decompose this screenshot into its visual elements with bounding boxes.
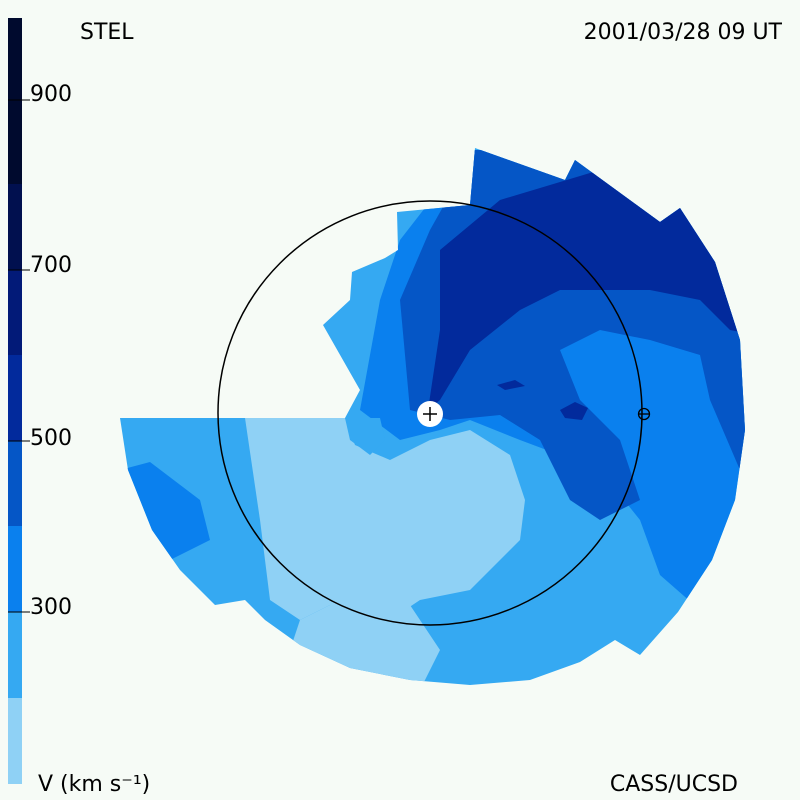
colorbar-unit-label: V (km s⁻¹) [38,772,151,797]
colorbar-segment-600 [8,355,22,441]
sun-icon [417,401,443,427]
colorbar [8,18,30,784]
colorbar-segment-700 [8,270,22,355]
earth-orbit [217,200,643,626]
credit-label: CASS/UCSD [609,772,738,797]
contour-600 [428,170,745,410]
colorbar-segment-200 [8,698,22,784]
colorbar-tick-900: 900 [30,82,72,107]
earth-icon [637,407,651,421]
colorbar-segment-500 [8,441,22,526]
colorbar-tick-700: 700 [30,253,72,278]
colorbar-segment-900 [8,18,22,184]
colorbar-segment-800 [8,184,22,270]
contour-600-island [560,402,588,420]
map-title: STEL [80,20,134,45]
colorbar-tick-300: 300 [30,595,72,620]
contour-300-inner [345,418,385,455]
contour-200 [245,418,525,620]
colorbar-segment-300 [8,612,22,698]
contour-600-island-2 [497,380,525,390]
timestamp: 2001/03/28 09 UT [583,20,782,45]
colorbar-segment-400 [8,526,22,612]
contour-200-south [290,605,440,685]
contour-400-west [120,462,210,560]
colorbar-tick-500: 500 [30,426,72,451]
